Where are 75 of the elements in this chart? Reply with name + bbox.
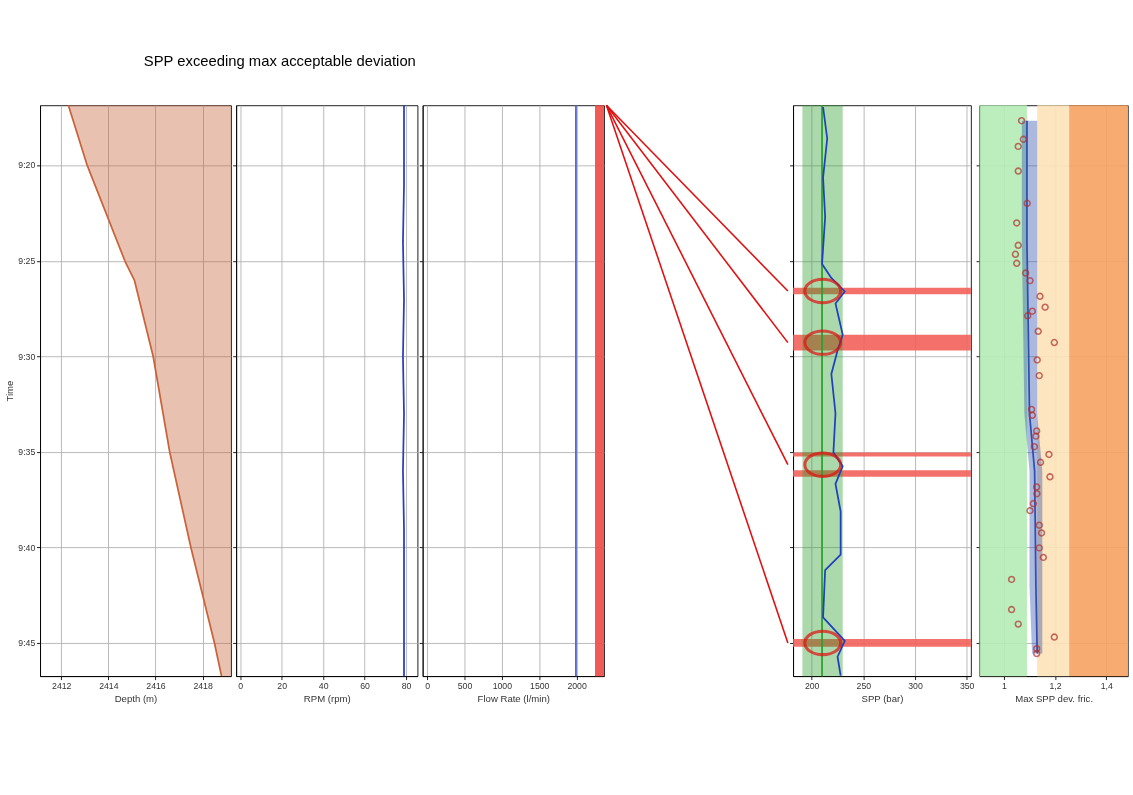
- x-tick-label: 500: [457, 680, 473, 691]
- x-tick-label: 2412: [52, 680, 72, 691]
- y-tick-label: 9:45: [18, 638, 36, 649]
- point: [1028, 307, 1037, 315]
- x-tick-label: 2414: [99, 680, 119, 691]
- x-tick-label: 1,4: [1100, 680, 1113, 691]
- point: [1024, 312, 1032, 320]
- y-tick-label: 9:35: [18, 447, 36, 458]
- point: [1046, 473, 1054, 481]
- x-axis-title: Flow Rate (l/min): [477, 692, 550, 704]
- point: [1041, 303, 1049, 311]
- point: [1014, 620, 1022, 628]
- x-tick-label: 0: [425, 680, 431, 691]
- x-tick-label: 1,2: [1049, 680, 1062, 691]
- y-tick-label: 9:30: [18, 351, 36, 362]
- point: [1023, 199, 1031, 207]
- x-axis-title: Max SPP dev. fric.: [1015, 692, 1094, 704]
- point: [1035, 371, 1043, 380]
- point: [1007, 575, 1016, 584]
- point: [1036, 458, 1045, 466]
- point: [1027, 405, 1036, 414]
- y-axis-title: Time: [4, 380, 16, 402]
- point: [1032, 649, 1041, 658]
- point: [1021, 269, 1030, 277]
- x-tick-label: 2000: [567, 680, 587, 691]
- point: [1026, 276, 1034, 285]
- x-tick-label: 300: [908, 680, 923, 691]
- point: [1032, 645, 1041, 653]
- point: [1028, 411, 1037, 419]
- x-tick-label: 80: [401, 680, 412, 691]
- x-tick-label: 20: [277, 680, 288, 691]
- x-tick-label: 200: [804, 680, 820, 691]
- point: [1032, 432, 1040, 440]
- text: SPP exceeding max acceptable deviation: [143, 52, 416, 69]
- point: [1017, 117, 1026, 125]
- point: [1026, 506, 1034, 515]
- point: [1013, 259, 1021, 268]
- point: [1034, 327, 1042, 335]
- point: [1035, 521, 1043, 529]
- point: [1013, 219, 1021, 227]
- point: [1037, 529, 1046, 537]
- point: [1050, 338, 1059, 347]
- x-tick-label: 1500: [530, 680, 550, 691]
- point: [1011, 250, 1020, 258]
- y-tick-label: 9:20: [18, 160, 36, 171]
- x-tick-label: 0: [238, 680, 244, 691]
- x-tick-label: 2418: [193, 680, 213, 691]
- x-axis-title: SPP (bar): [861, 692, 904, 704]
- point: [1014, 142, 1022, 151]
- point: [1032, 483, 1041, 491]
- point: [1019, 135, 1028, 144]
- x-tick-label: 350: [959, 680, 975, 691]
- x-tick-label: 1: [1001, 680, 1007, 691]
- point: [1014, 241, 1022, 250]
- point: [1045, 450, 1053, 459]
- point: [1030, 442, 1039, 451]
- y-tick-label: 9:25: [18, 256, 36, 267]
- y-tick-label: 9:40: [18, 542, 36, 553]
- point: [1033, 489, 1041, 498]
- x-axis-title: RPM (rpm): [303, 692, 351, 704]
- point: [1014, 167, 1022, 175]
- x-tick-label: 2416: [146, 680, 166, 691]
- point: [1039, 553, 1048, 562]
- point: [1007, 605, 1016, 614]
- point: [1029, 499, 1038, 508]
- x-axis-title: Depth (m): [114, 692, 158, 704]
- point: [1032, 427, 1041, 435]
- point: [1036, 292, 1044, 301]
- point: [1050, 633, 1059, 641]
- x-tick-label: 1000: [492, 680, 513, 691]
- point: [1033, 356, 1041, 364]
- x-tick-label: 250: [856, 680, 872, 691]
- point: [1035, 544, 1043, 552]
- x-tick-label: 60: [360, 680, 371, 691]
- x-tick-label: 40: [318, 680, 329, 691]
